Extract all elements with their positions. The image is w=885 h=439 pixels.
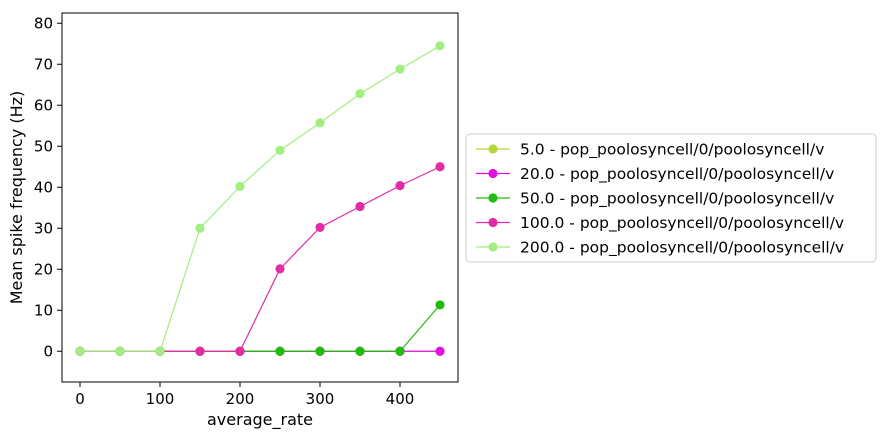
legend-label: 20.0 - pop_poolosyncell/0/poolosyncell/v [520,165,834,184]
data-point [435,162,445,172]
data-point [235,346,245,356]
data-point [355,201,365,212]
data-point [395,181,405,191]
series-layer [75,41,445,356]
legend-frame [465,133,877,263]
legend-marker [488,144,498,154]
data-point [435,41,445,51]
data-point [435,300,445,310]
y-tick-label: 80 [34,14,53,32]
y-tick-label: 50 [34,137,53,155]
y-tick-label: 60 [34,96,53,114]
x-tick-label: 300 [306,390,335,408]
legend-item: 20.0 - pop_poolosyncell/0/poolosyncell/v [476,165,834,184]
data-point [275,264,285,274]
series-2 [75,300,445,356]
x-tick-label: 100 [146,390,175,408]
data-point [435,346,445,356]
y-tick-label: 30 [34,219,53,237]
legend-item: 50.0 - pop_poolosyncell/0/poolosyncell/v [476,190,834,209]
data-point [395,346,405,356]
data-point [195,346,205,356]
legend-marker [488,217,498,228]
data-point [355,346,365,356]
y-tick-label: 10 [34,301,53,319]
data-point [315,346,325,356]
data-point [315,222,325,233]
legend-label: 50.0 - pop_poolosyncell/0/poolosyncell/v [520,190,834,209]
legend-item: 5.0 - pop_poolosyncell/0/poolosyncell/v [476,141,824,160]
legend: 5.0 - pop_poolosyncell/0/poolosyncell/v 2… [465,133,877,263]
legend-item: 200.0 - pop_poolosyncell/0/poolosyncell/… [476,239,844,258]
data-point [115,346,125,356]
data-point [315,118,325,128]
data-point [395,64,405,74]
legend-marker [488,242,498,252]
legend-marker [488,168,498,179]
series-3 [75,162,445,356]
legend-label: 200.0 - pop_poolosyncell/0/poolosyncell/… [520,239,844,258]
x-tick-label: 200 [226,390,255,408]
plot-frame [61,12,459,383]
data-point [75,346,85,356]
legend-marker [488,193,498,203]
data-point [235,181,245,192]
data-point [355,89,365,99]
series-4 [75,41,445,356]
legend-label: 100.0 - pop_poolosyncell/0/poolosyncell/… [520,214,844,233]
series-line [80,166,441,352]
data-point [155,346,165,356]
y-tick-label: 40 [34,178,53,196]
data-point [275,145,285,155]
y-tick-label: 70 [34,55,53,73]
legend-label: 5.0 - pop_poolosyncell/0/poolosyncell/v [520,141,824,160]
legend-item: 100.0 - pop_poolosyncell/0/poolosyncell/… [476,214,844,233]
y-tick-label: 0 [43,342,53,360]
y-axis-label: Mean spike frequency (Hz) [7,91,26,305]
x-tick-label: 0 [75,390,85,408]
x-tick-label: 400 [386,390,415,408]
series-line [80,304,441,352]
y-axis: 0 10 20 30 40 50 60 70 80 [34,14,62,360]
x-axis-label: average_rate [207,410,313,430]
x-axis: 0 100 200 300 400 [75,382,414,408]
data-point [275,346,285,356]
data-point [195,223,205,233]
y-tick-label: 20 [34,260,53,278]
series-line [80,45,441,352]
